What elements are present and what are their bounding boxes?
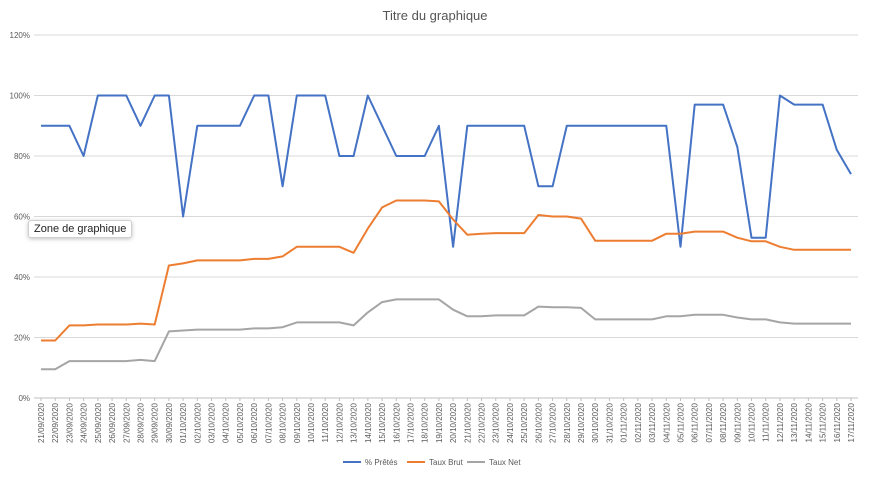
- legend-label: Taux Brut: [429, 458, 464, 467]
- x-tick-label: 06/10/2020: [250, 402, 259, 443]
- x-tick-label: 04/10/2020: [222, 402, 231, 443]
- x-tick-label: 11/11/2020: [762, 402, 771, 441]
- x-tick-label: 21/10/2020: [463, 402, 472, 443]
- x-tick-label: 18/10/2020: [421, 402, 430, 443]
- x-tick-label: 06/11/2020: [691, 402, 700, 442]
- x-tick-label: 16/11/2020: [833, 402, 842, 442]
- x-tick-label: 26/10/2020: [534, 402, 543, 443]
- chart-area-tooltip: Zone de graphique: [28, 220, 133, 238]
- x-tick-label: 30/09/2020: [165, 402, 174, 443]
- x-tick-label: 15/11/2020: [819, 402, 828, 442]
- legend: % Prêtés Taux Brut Taux Net: [343, 458, 521, 467]
- x-tick-label: 03/10/2020: [208, 402, 217, 443]
- x-tick-label: 01/11/2020: [620, 402, 629, 442]
- x-tick-label: 07/11/2020: [705, 402, 714, 442]
- x-tick-label: 28/09/2020: [136, 402, 145, 443]
- y-tick-label: 40%: [14, 273, 30, 282]
- x-tick-label: 05/10/2020: [236, 402, 245, 443]
- x-tick-label: 10/10/2020: [307, 402, 316, 443]
- x-axis-ticks: 21/09/2020 22/09/2020 23/09/2020 24/09/2020…: [37, 398, 856, 443]
- x-tick-label: 19/10/2020: [435, 402, 444, 443]
- x-tick-label: 03/11/2020: [648, 402, 657, 442]
- x-tick-label: 13/11/2020: [790, 402, 799, 442]
- series-line: [41, 199, 851, 342]
- x-tick-label: 23/10/2020: [492, 402, 501, 443]
- x-tick-label: 30/10/2020: [591, 402, 600, 443]
- x-tick-label: 25/09/2020: [94, 402, 103, 443]
- x-tick-label: 08/11/2020: [719, 402, 728, 442]
- y-tick-label: 100%: [10, 92, 30, 101]
- x-tick-label: 16/10/2020: [392, 402, 401, 443]
- x-tick-label: 10/11/2020: [748, 402, 757, 442]
- x-tick-label: 04/11/2020: [662, 402, 671, 442]
- x-tick-label: 17/11/2020: [847, 402, 856, 442]
- x-tick-label: 17/10/2020: [406, 402, 415, 443]
- x-tick-label: 09/10/2020: [293, 402, 302, 443]
- gridlines: [34, 34, 858, 399]
- x-tick-label: 01/10/2020: [179, 402, 188, 443]
- legend-label: % Prêtés: [365, 458, 397, 467]
- y-axis-ticks: 0% 20% 40% 60% 80% 100% 120%: [10, 31, 30, 403]
- series-line: [41, 94, 852, 248]
- x-tick-label: 12/10/2020: [335, 402, 344, 443]
- x-tick-label: 27/09/2020: [122, 402, 131, 443]
- x-tick-label: 29/09/2020: [151, 402, 160, 443]
- x-tick-label: 23/09/2020: [65, 402, 74, 443]
- x-tick-label: 22/10/2020: [478, 402, 487, 443]
- x-tick-label: 07/10/2020: [264, 402, 273, 443]
- x-tick-label: 02/11/2020: [634, 402, 643, 442]
- y-tick-label: 0%: [18, 394, 30, 403]
- x-tick-label: 31/10/2020: [605, 402, 614, 443]
- x-tick-label: 02/10/2020: [193, 402, 202, 443]
- x-tick-label: 22/09/2020: [51, 402, 60, 443]
- series-line: [41, 298, 851, 371]
- x-tick-label: 15/10/2020: [378, 402, 387, 443]
- x-tick-label: 27/10/2020: [549, 402, 558, 443]
- chart-title: Titre du graphique: [382, 8, 487, 23]
- x-tick-label: 21/09/2020: [37, 402, 46, 443]
- y-tick-label: 120%: [10, 31, 30, 40]
- x-tick-label: 24/10/2020: [506, 402, 515, 443]
- y-tick-label: 20%: [14, 334, 30, 343]
- x-tick-label: 14/10/2020: [364, 402, 373, 443]
- x-tick-label: 09/11/2020: [733, 402, 742, 442]
- x-tick-label: 28/10/2020: [563, 402, 572, 443]
- legend-label: Taux Net: [489, 458, 521, 467]
- x-tick-label: 08/10/2020: [279, 402, 288, 443]
- x-tick-label: 05/11/2020: [676, 402, 685, 442]
- y-tick-label: 80%: [14, 152, 30, 161]
- x-tick-label: 14/11/2020: [804, 402, 813, 442]
- x-tick-label: 12/11/2020: [776, 402, 785, 442]
- series-lines: [41, 94, 852, 371]
- x-tick-label: 26/09/2020: [108, 402, 117, 443]
- y-tick-label: 60%: [14, 213, 30, 222]
- x-tick-label: 24/09/2020: [80, 402, 89, 443]
- x-tick-label: 20/10/2020: [449, 402, 458, 443]
- x-tick-label: 25/10/2020: [520, 402, 529, 443]
- x-tick-label: 29/10/2020: [577, 402, 586, 443]
- x-tick-label: 13/10/2020: [350, 402, 359, 443]
- x-tick-label: 11/10/2020: [321, 402, 330, 442]
